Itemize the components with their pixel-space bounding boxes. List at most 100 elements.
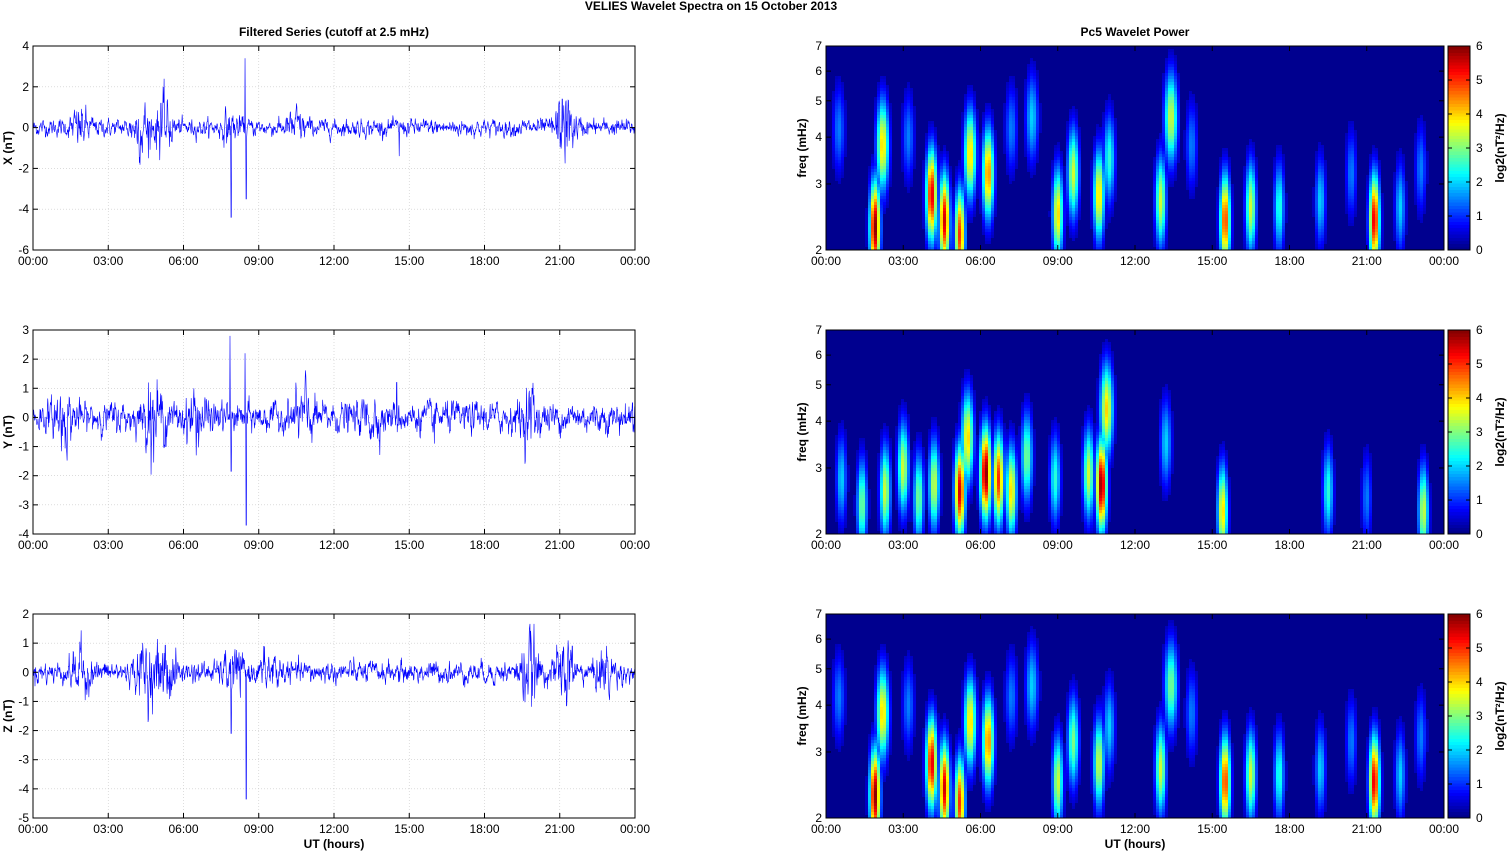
wavelet-cell bbox=[1231, 244, 1234, 247]
wavelet-cell bbox=[841, 109, 844, 112]
wavelet-cell bbox=[1033, 163, 1036, 166]
wavelet-cell bbox=[970, 384, 973, 387]
wavelet-cell bbox=[1372, 193, 1375, 196]
wavelet-cell bbox=[1033, 85, 1036, 88]
wavelet-cell bbox=[1318, 181, 1321, 184]
wavelet-cell bbox=[1246, 217, 1249, 220]
wavelet-cell bbox=[1075, 121, 1078, 124]
wavelet-cell bbox=[925, 142, 928, 145]
wavelet-cell bbox=[1096, 139, 1099, 142]
wavelet-cell bbox=[1195, 148, 1198, 151]
wavelet-cell bbox=[1195, 133, 1198, 136]
wavelet-cell bbox=[1171, 163, 1174, 166]
wavelet-cell bbox=[883, 187, 886, 190]
colorbar-swatch bbox=[1448, 81, 1470, 85]
wavelet-cell bbox=[946, 244, 949, 247]
wavelet-cell bbox=[1255, 205, 1258, 208]
wavelet-cell bbox=[1114, 384, 1117, 387]
wavelet-cell bbox=[955, 235, 958, 238]
wavelet-cell bbox=[1174, 91, 1177, 94]
wavelet-cell bbox=[943, 214, 946, 217]
wavelet-cell bbox=[1105, 115, 1108, 118]
wavelet-cell bbox=[931, 190, 934, 193]
wavelet-cell bbox=[1051, 160, 1054, 163]
wavelet-cell bbox=[1276, 151, 1279, 154]
wavelet-cell bbox=[1183, 139, 1186, 142]
wavelet-cell bbox=[889, 133, 892, 136]
wavelet-cell bbox=[1111, 181, 1114, 184]
wavelet-cell bbox=[1369, 184, 1372, 187]
wavelet-cell bbox=[1369, 223, 1372, 226]
wavelet-cell bbox=[946, 166, 949, 169]
wavelet-cell bbox=[907, 175, 910, 178]
wavelet-cell bbox=[937, 232, 940, 235]
wavelet-cell bbox=[1171, 55, 1174, 58]
wavelet-cell bbox=[1048, 214, 1051, 217]
wavelet-cell bbox=[1075, 148, 1078, 151]
wavelet-cell bbox=[1099, 241, 1102, 244]
wavelet-cell bbox=[871, 202, 874, 205]
wavelet-cell bbox=[970, 378, 973, 381]
wavelet-cell bbox=[1036, 82, 1039, 85]
wavelet-cell bbox=[1189, 172, 1192, 175]
wavelet-cell bbox=[973, 414, 976, 417]
wavelet-cell bbox=[1366, 220, 1369, 223]
wavelet-cell bbox=[874, 145, 877, 148]
wavelet-cell bbox=[1246, 172, 1249, 175]
wavelet-cell bbox=[907, 142, 910, 145]
wavelet-cell bbox=[1195, 124, 1198, 127]
wavelet-cell bbox=[1036, 88, 1039, 91]
wavelet-cell bbox=[1075, 175, 1078, 178]
wavelet-cell bbox=[1102, 166, 1105, 169]
wavelet-cell bbox=[943, 211, 946, 214]
wavelet-cell bbox=[1276, 169, 1279, 172]
wavelet-cell bbox=[1027, 148, 1030, 151]
wavelet-cell bbox=[1051, 175, 1054, 178]
wavelet-cell bbox=[904, 414, 907, 417]
wavelet-cell bbox=[1162, 402, 1165, 405]
wavelet-cell bbox=[1243, 244, 1246, 247]
wavelet-cell bbox=[1072, 169, 1075, 172]
wavelet-cell bbox=[835, 109, 838, 112]
wavelet-cell bbox=[1165, 64, 1168, 67]
wavelet-cell bbox=[1192, 148, 1195, 151]
wavelet-cell bbox=[1108, 145, 1111, 148]
wavelet-cell bbox=[1243, 211, 1246, 214]
wavelet-cell bbox=[835, 82, 838, 85]
wavelet-cell bbox=[1246, 226, 1249, 229]
wavelet-cell bbox=[913, 115, 916, 118]
wavelet-cell bbox=[979, 166, 982, 169]
wavelet-cell bbox=[889, 172, 892, 175]
wavelet-cell bbox=[1171, 88, 1174, 91]
wavelet-cell bbox=[1171, 67, 1174, 70]
wavelet-cell bbox=[967, 217, 970, 220]
x-tick-label: 00:00 bbox=[811, 254, 841, 268]
wavelet-cell bbox=[943, 193, 946, 196]
wavelet-cell bbox=[907, 100, 910, 103]
wavelet-cell bbox=[1351, 151, 1354, 154]
wavelet-cell bbox=[1243, 208, 1246, 211]
wavelet-cell bbox=[874, 139, 877, 142]
wavelet-cell bbox=[1177, 133, 1180, 136]
wavelet-cell bbox=[1075, 124, 1078, 127]
wavelet-cell bbox=[1417, 202, 1420, 205]
wavelet-cell bbox=[1159, 145, 1162, 148]
wavelet-cell bbox=[1159, 405, 1162, 408]
wavelet-cell bbox=[1417, 121, 1420, 124]
wavelet-cell bbox=[961, 136, 964, 139]
wavelet-cell bbox=[904, 408, 907, 411]
wavelet-cell bbox=[889, 112, 892, 115]
wavelet-cell bbox=[1372, 145, 1375, 148]
wavelet-cell bbox=[1228, 232, 1231, 235]
wavelet-cell bbox=[1165, 408, 1168, 411]
wavelet-cell bbox=[1426, 178, 1429, 181]
wavelet-cell bbox=[1399, 178, 1402, 181]
wavelet-cell bbox=[886, 151, 889, 154]
wavelet-cell bbox=[1426, 181, 1429, 184]
wavelet-cell bbox=[949, 205, 952, 208]
wavelet-cell bbox=[1222, 229, 1225, 232]
wavelet-cell bbox=[1069, 118, 1072, 121]
wavelet-cell bbox=[1102, 202, 1105, 205]
wavelet-cell bbox=[1417, 157, 1420, 160]
wavelet-cell bbox=[1378, 199, 1381, 202]
